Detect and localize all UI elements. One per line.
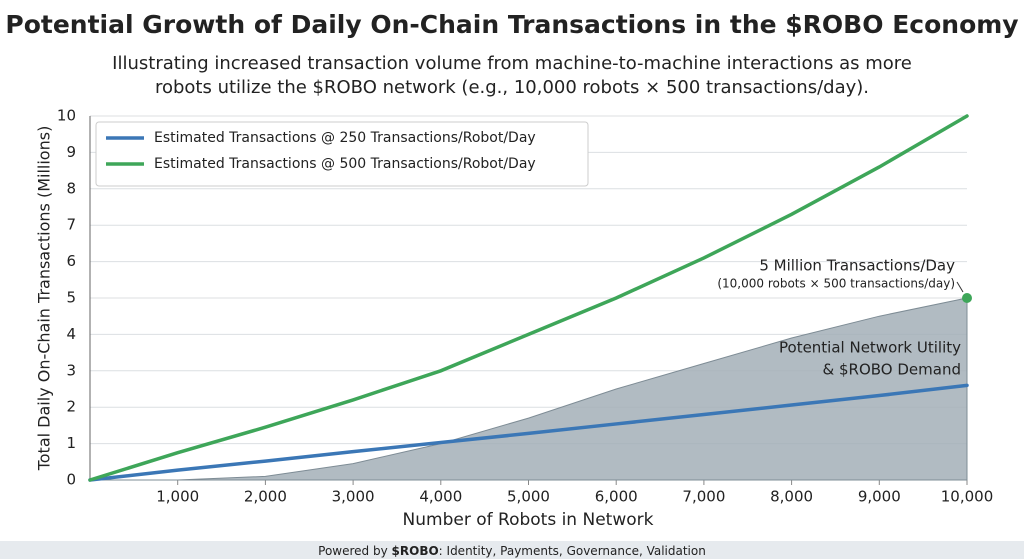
- area-label: & $ROBO Demand: [823, 361, 961, 379]
- footer-text: Powered by: [318, 544, 391, 558]
- x-tick-label: 7,000: [682, 488, 725, 506]
- y-axis-label: Total Daily On-Chain Transactions (Milli…: [35, 126, 54, 472]
- subtitle: robots utilize the $ROBO network (e.g., …: [155, 77, 869, 98]
- line: [88, 114, 969, 482]
- annotation-point: [962, 293, 972, 303]
- x-tick-label: 10,000: [941, 488, 994, 506]
- y-tick-label: 9: [66, 143, 76, 161]
- y-tick-label: 10: [57, 107, 76, 125]
- x-tick-label: 2,000: [244, 488, 287, 506]
- annotation-leader: [956, 281, 964, 293]
- x-tick-label: 3,000: [332, 488, 375, 506]
- legend-label: Estimated Transactions @ 500 Transaction…: [154, 156, 536, 172]
- x-tick-label: 6,000: [595, 488, 638, 506]
- x-tick-label: 9,000: [858, 488, 901, 506]
- area-label: Potential Network Utility: [779, 339, 961, 357]
- footer: Powered by $ROBO: Identity, Payments, Go…: [318, 544, 706, 558]
- y-tick-label: 8: [66, 179, 76, 197]
- footer-text: : Identity, Payments, Governance, Valida…: [439, 544, 706, 558]
- line: [88, 383, 969, 482]
- y-tick-label: 3: [66, 361, 76, 379]
- x-tick-label: 8,000: [770, 488, 813, 506]
- y-tick-label: 6: [66, 252, 76, 270]
- footer-band: [0, 541, 1024, 559]
- footer-brand: $ROBO: [392, 544, 439, 558]
- x-tick-label: 4,000: [419, 488, 462, 506]
- x-axis-label: Number of Robots in Network: [403, 510, 654, 530]
- legend: Estimated Transactions @ 250 Transaction…: [95, 121, 589, 187]
- area: [90, 297, 968, 481]
- legend-label: Estimated Transactions @ 250 Transaction…: [154, 130, 536, 146]
- subtitle: Illustrating increased transaction volum…: [112, 53, 912, 74]
- annotation-detail: (10,000 robots × 500 transactions/day): [717, 277, 955, 291]
- y-tick-label: 7: [66, 216, 76, 234]
- legend-box: [95, 121, 589, 187]
- y-tick-label: 1: [66, 434, 76, 452]
- x-tick-label: 1,000: [156, 488, 199, 506]
- y-tick-label: 5: [66, 289, 76, 307]
- y-tick-label: 4: [66, 325, 76, 343]
- annotation: 5 Million Transactions/Day: [759, 257, 955, 275]
- x-tick-label: 5,000: [507, 488, 550, 506]
- chart-title: Potential Growth of Daily On-Chain Trans…: [5, 10, 1018, 39]
- y-tick-label: 0: [66, 471, 76, 489]
- y-tick-label: 2: [66, 398, 76, 416]
